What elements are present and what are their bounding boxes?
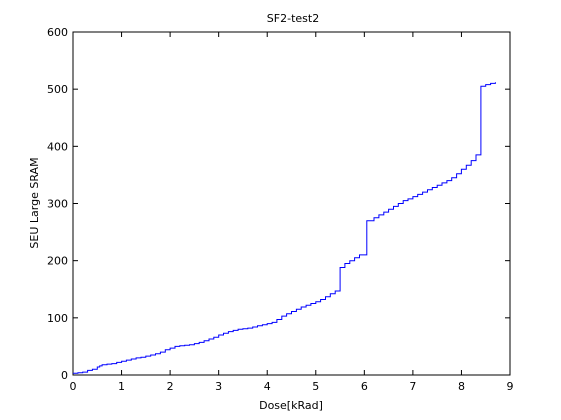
chart-title: SF2-test2 bbox=[267, 12, 319, 25]
x-tick-label: 5 bbox=[312, 380, 319, 393]
y-tick-label: 500 bbox=[47, 83, 68, 96]
x-tick-label: 3 bbox=[215, 380, 222, 393]
x-axis-label: Dose[kRad] bbox=[259, 399, 323, 412]
y-tick-label: 0 bbox=[61, 369, 68, 382]
x-tick-label: 1 bbox=[118, 380, 125, 393]
y-tick-label: 200 bbox=[47, 255, 68, 268]
x-tick-label: 7 bbox=[409, 380, 416, 393]
plot-area bbox=[72, 31, 511, 376]
x-tick-label: 2 bbox=[167, 380, 174, 393]
x-tick-label: 4 bbox=[264, 380, 271, 393]
series-line bbox=[73, 82, 496, 374]
y-axis-label: SEU Large SRAM bbox=[28, 157, 41, 248]
x-tick-label: 9 bbox=[507, 380, 514, 393]
y-tick-label: 100 bbox=[47, 312, 68, 325]
x-tick-label: 6 bbox=[361, 380, 368, 393]
y-axis: 0 100 200 300 400 500 600 bbox=[47, 26, 510, 382]
x-tick-label: 8 bbox=[458, 380, 465, 393]
x-tick-label: 0 bbox=[70, 380, 77, 393]
y-tick-label: 400 bbox=[47, 140, 68, 153]
y-tick-label: 300 bbox=[47, 198, 68, 211]
y-tick-label: 600 bbox=[47, 26, 68, 39]
x-axis: 0 1 2 3 4 5 6 7 8 9 bbox=[70, 32, 514, 393]
